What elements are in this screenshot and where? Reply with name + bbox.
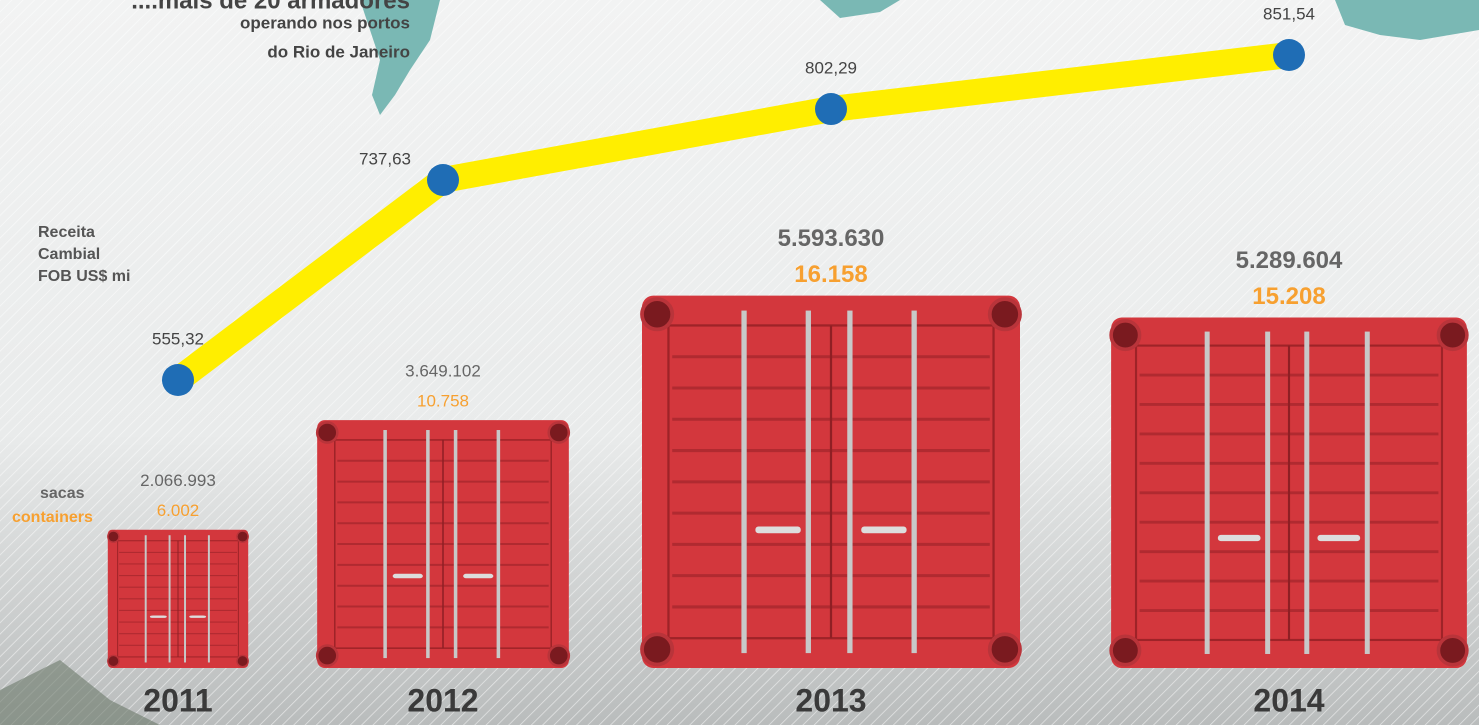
container-corner [990,634,1020,664]
container [1111,318,1467,668]
line-label: Cambial [38,246,100,263]
container-rod [184,535,186,662]
container-corner [1111,636,1139,664]
container-corner [317,646,337,666]
sacas-label: 5.593.630 [778,225,885,252]
container-corner [549,422,569,442]
container-handle [463,574,493,578]
container-corner [1438,636,1466,664]
container-rod [1365,332,1370,654]
page: {"chart_data": {"type": "bar", "categori… [0,0,1479,725]
container-rod [806,311,811,654]
container-handle [861,527,906,534]
containers-label: 16.158 [794,261,867,288]
line-value-label: 737,63 [359,149,411,168]
year-label: 2014 [1253,682,1324,718]
legend-label: containers [12,509,93,526]
container-rod [912,311,917,654]
container-handle [150,615,167,617]
container-corner [108,531,119,542]
container-rod [847,311,852,654]
container-corner [237,531,248,542]
container-rod [208,535,210,662]
line-value-label: 555,32 [152,329,204,348]
line-label: Receita [38,224,95,241]
container-corner [1111,321,1139,349]
container-corner [642,634,672,664]
container-handle [393,574,423,578]
line-marker [427,164,459,196]
container-handle [1317,535,1360,541]
container-rod [169,535,171,662]
container-rod [383,430,387,658]
container-corner [642,299,672,329]
container [317,420,569,668]
container [642,296,1020,668]
container [108,530,248,668]
legend-label: sacas [40,485,85,502]
line-marker [162,364,194,396]
note-text: operando nos portos [240,13,410,32]
container-handle [1218,535,1261,541]
containers-label: 15.208 [1252,283,1325,310]
container-rod [497,430,501,658]
line-marker [815,93,847,125]
line-value-label: 802,29 [805,59,857,78]
container-rod [454,430,458,658]
container-corner [990,299,1020,329]
container-handle [189,615,206,617]
container-rod [1304,332,1309,654]
line-label: FOB US$ mi [38,268,130,285]
containers-label: 10.758 [417,392,469,411]
container-corner [549,646,569,666]
line-value-label: 851,54 [1263,4,1315,23]
container-corner [108,655,119,666]
container-rod [145,535,147,662]
sacas-label: 3.649.102 [405,362,481,381]
year-label: 2012 [407,682,478,718]
sacas-label: 2.066.993 [140,471,216,490]
note-text: ....mais de 20 armadores [131,0,410,14]
container-handle [755,527,800,534]
container-rod [1205,332,1210,654]
container-corner [1438,321,1466,349]
infographic: ....mais de 20 armadoresoperando nos por… [0,0,1479,725]
container-rod [426,430,430,658]
sacas-label: 5.289.604 [1236,247,1343,274]
container-rod [741,311,746,654]
container-rod [1265,332,1270,654]
year-label: 2011 [143,682,212,718]
note-text: do Rio de Janeiro [267,42,410,61]
year-label: 2013 [795,682,866,718]
container-corner [317,422,337,442]
line-marker [1273,39,1305,71]
containers-label: 6.002 [157,501,200,520]
container-corner [237,655,248,666]
